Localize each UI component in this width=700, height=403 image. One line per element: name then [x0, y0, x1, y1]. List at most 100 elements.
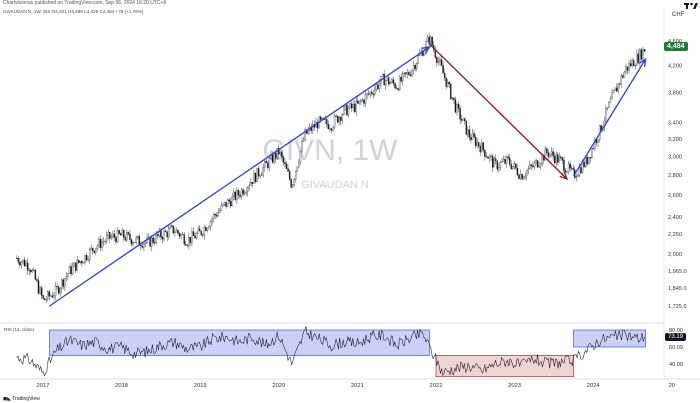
candle-body	[358, 100, 361, 104]
candle-body	[566, 171, 568, 173]
candle-body	[572, 167, 574, 170]
candle-body	[136, 235, 139, 238]
candle-body	[110, 236, 113, 239]
candle-body	[219, 209, 221, 213]
candle-body	[284, 162, 286, 165]
candle-body	[26, 262, 29, 271]
candle-body	[243, 192, 246, 195]
price-tick-label: 1,725.0	[668, 304, 687, 310]
candle-body	[479, 146, 481, 153]
candle-body	[130, 239, 133, 245]
price-tick-label: 2,800	[668, 173, 682, 179]
candle-body	[338, 117, 340, 123]
candle-body	[414, 65, 416, 70]
candle-body	[185, 243, 187, 246]
candle-body	[605, 108, 607, 122]
candle-body	[620, 75, 623, 85]
candle-body	[118, 230, 120, 234]
candle-body	[302, 139, 305, 142]
candle-body	[109, 231, 111, 239]
candle-body	[563, 159, 565, 171]
time-axis: 2017 2018 2019 2020 2021 2022 2023 2024 20	[37, 383, 675, 389]
candle-body	[515, 163, 517, 169]
candle-body	[76, 259, 78, 271]
candle-body	[251, 181, 254, 184]
candle-body	[628, 63, 630, 71]
price-axis: 4,6004,2003,8003,4003,2003,0002,8002,600…	[668, 39, 687, 310]
candle-body	[217, 211, 220, 217]
candle-body	[429, 36, 432, 44]
candle-body	[527, 168, 530, 172]
candle-body	[253, 173, 255, 184]
candle-body	[82, 262, 85, 264]
candle-body	[372, 93, 375, 95]
candle-body	[532, 165, 534, 168]
trend-arrowhead	[638, 57, 647, 67]
candle-body	[61, 279, 63, 289]
candle-body	[254, 173, 257, 183]
candle-body	[436, 57, 438, 63]
candle-body	[23, 259, 26, 267]
candle-body	[459, 108, 461, 120]
candle-body	[507, 156, 509, 159]
candle-body	[47, 291, 49, 300]
candle-body	[112, 233, 114, 237]
candle-body	[521, 174, 523, 180]
candle-body	[398, 76, 401, 91]
candle-body	[642, 49, 644, 60]
candle-body	[440, 59, 443, 66]
candle-body	[439, 59, 441, 62]
candle-body	[330, 128, 333, 131]
candle-body	[392, 79, 395, 84]
candle-body	[205, 227, 207, 232]
candle-body	[633, 60, 635, 67]
rsi-series-line	[16, 325, 645, 377]
candle-body	[468, 129, 471, 138]
candle-body	[553, 156, 556, 164]
candle-body	[250, 181, 252, 186]
candle-body	[476, 142, 478, 146]
candle-body	[57, 286, 60, 294]
candle-body	[191, 231, 193, 243]
candle-body	[482, 142, 485, 151]
candle-body	[115, 237, 117, 243]
candle-body	[388, 77, 390, 85]
candle-body	[51, 295, 54, 298]
candle-body	[62, 279, 65, 287]
candle-body	[543, 155, 545, 161]
candle-body	[349, 103, 351, 109]
candle-body	[470, 137, 472, 141]
candle-body	[629, 63, 632, 67]
candle-body	[209, 221, 212, 227]
candle-body	[403, 72, 406, 74]
candle-body	[240, 189, 243, 197]
candle-body	[333, 115, 336, 128]
candle-body	[171, 225, 173, 227]
candle-body	[412, 65, 415, 71]
candle-body	[242, 189, 244, 195]
candle-body	[87, 259, 89, 261]
candle-body	[53, 295, 55, 298]
candle-body	[174, 231, 176, 234]
candle-body	[265, 160, 268, 164]
candle-body	[48, 291, 51, 297]
candle-body	[73, 262, 75, 267]
candle-body	[188, 237, 190, 246]
candle-body	[352, 104, 354, 109]
candle-body	[361, 99, 364, 102]
candle-body	[172, 225, 175, 234]
candle-body	[540, 163, 542, 167]
publisher-note: Chartvisionas published on TradingView.c…	[3, 0, 167, 6]
candle-body	[220, 205, 223, 211]
candle-body	[101, 241, 103, 248]
candle-body	[366, 93, 368, 96]
candle-body	[347, 108, 350, 116]
candle-body	[268, 158, 271, 168]
candle-body	[143, 243, 145, 248]
candle-body	[95, 248, 97, 253]
candle-body	[229, 201, 232, 207]
candle-body	[456, 104, 458, 113]
currency-label: CHF	[672, 12, 685, 18]
candle-body	[276, 148, 278, 159]
